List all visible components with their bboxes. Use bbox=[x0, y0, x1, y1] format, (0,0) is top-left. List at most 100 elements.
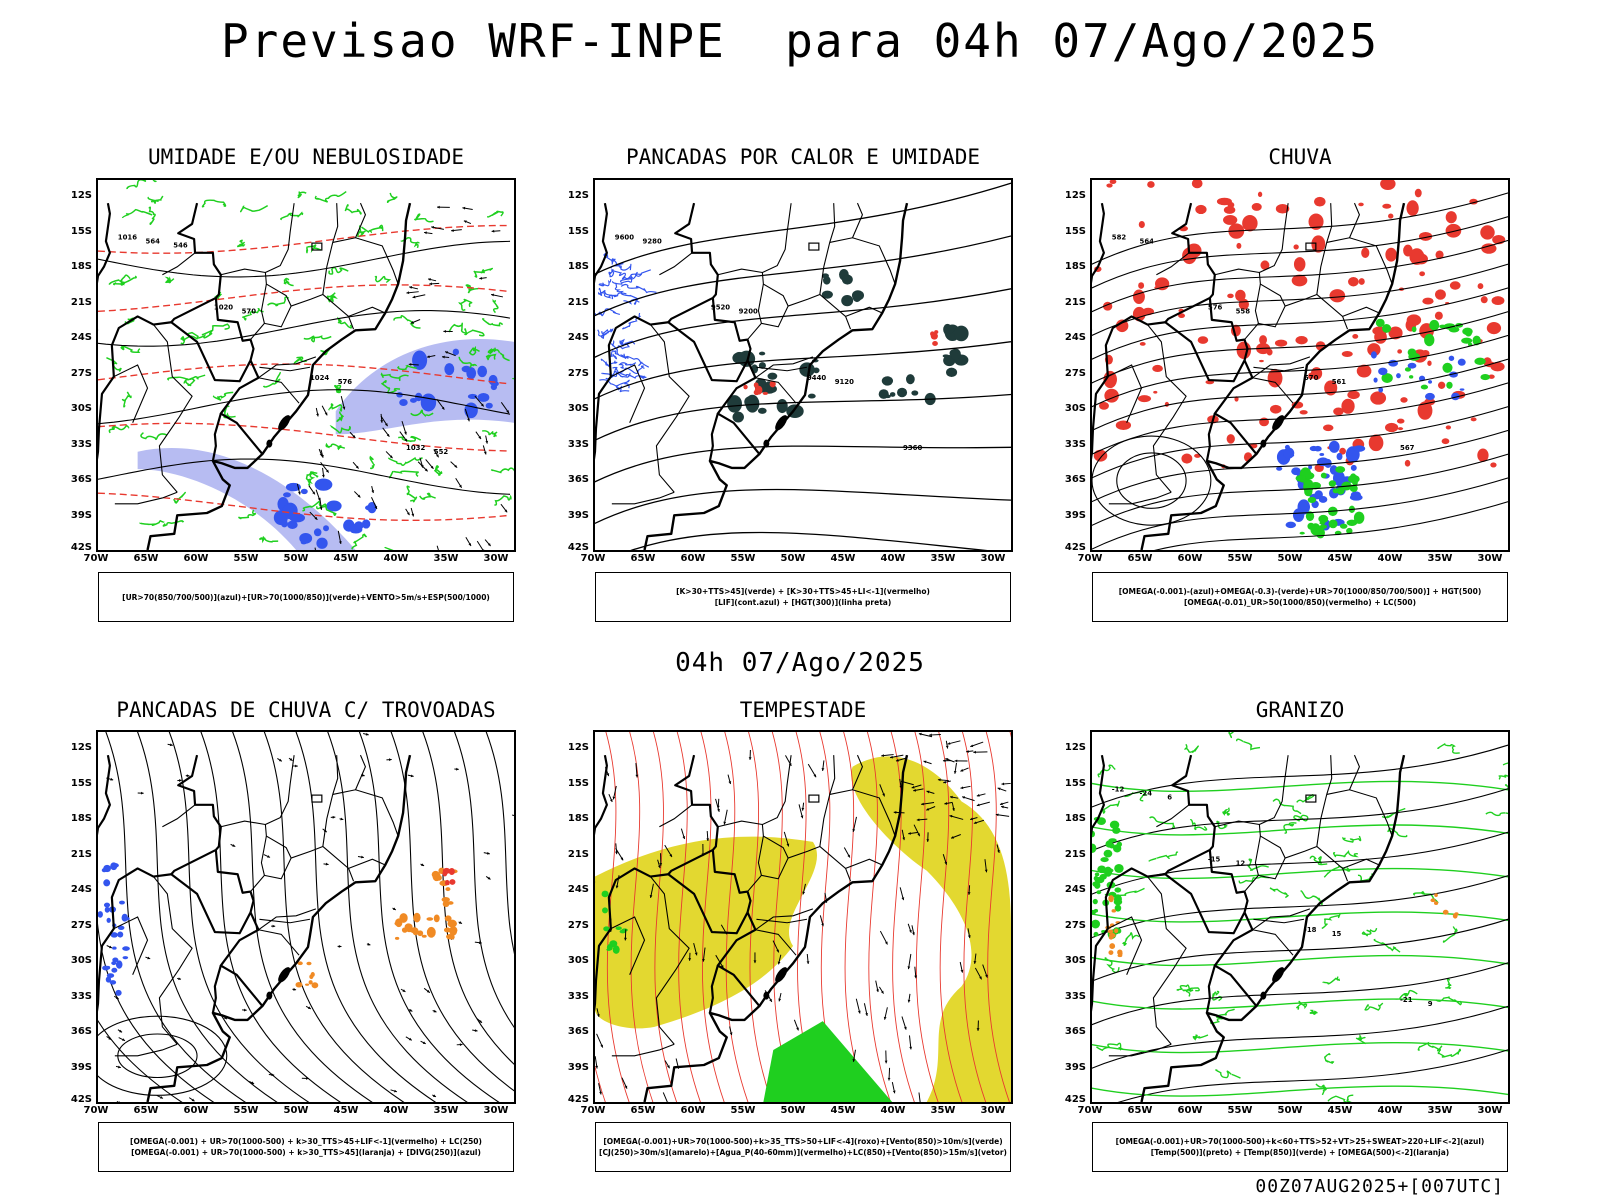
lat-tick-label: 39S bbox=[70, 1061, 92, 1073]
lon-tick-label: 50W bbox=[1277, 553, 1303, 564]
legend-pancadas-por-calor-e-umidade: [K>30+TTS>45](verde) + [K>30+TTS>45+LI<-… bbox=[595, 572, 1011, 622]
lon-tick-label: 55W bbox=[1227, 1105, 1253, 1116]
panel-title-pancadas-por-calor-e-umidade: PANCADAS POR CALOR E UMIDADE bbox=[625, 145, 980, 169]
lat-tick-label: 36S bbox=[1064, 1026, 1086, 1037]
lat-tick-label: 42S bbox=[70, 1094, 92, 1105]
lat-tick-label: 18S bbox=[70, 813, 92, 824]
lon-tick-label: 65W bbox=[133, 1105, 159, 1116]
lat-tick-label: 42S bbox=[70, 542, 92, 553]
lat-tick-label: 24S bbox=[1064, 884, 1086, 895]
isoline-label: -18 bbox=[1304, 926, 1317, 934]
lon-tick-label: 60W bbox=[1177, 553, 1203, 564]
panel-title-umidade-e-ou-nebulosidade: UMIDADE E/OU NEBULOSIDADE bbox=[147, 145, 465, 169]
lat-tick-label: 18S bbox=[1064, 813, 1086, 824]
lon-tick-label: 35W bbox=[1427, 1105, 1453, 1116]
lat-tick-label: 33S bbox=[567, 990, 589, 1002]
lat-tick-label: 18S bbox=[70, 261, 92, 272]
lat-tick-label: 18S bbox=[1064, 261, 1086, 272]
legend-line: [OMEGA(-0.001)+UR>70(1000-500)+k>35_TTS>… bbox=[603, 1137, 1003, 1146]
isoline-label: 9440 bbox=[807, 374, 826, 382]
map-chuva: 582 576 570 567 564 558 561 bbox=[1090, 178, 1510, 552]
lat-tick-label: 15S bbox=[70, 225, 92, 237]
isoline-label: 576 bbox=[338, 378, 353, 386]
lon-tick-label: 55W bbox=[730, 553, 756, 564]
lat-tick-label: 15S bbox=[1064, 777, 1086, 789]
lon-tick-label: 65W bbox=[1127, 1105, 1153, 1116]
lon-tick-label: 60W bbox=[680, 1105, 706, 1116]
lat-tick-label: 39S bbox=[567, 1061, 589, 1073]
legend-line: [OMEGA(-0.001)+UR>70(1000-500)+k<60+TTS>… bbox=[1115, 1137, 1485, 1146]
lat-tick-label: 18S bbox=[567, 261, 589, 272]
legend-line: [OMEGA(-0.001) + UR>70(1000-500) + k>30_… bbox=[130, 1137, 482, 1146]
lat-tick-label: 30S bbox=[70, 403, 92, 414]
lat-tick-label: 30S bbox=[567, 403, 589, 414]
isoline-label: 567 bbox=[1400, 444, 1415, 452]
isoline-label: 552 bbox=[434, 448, 449, 456]
lon-tick-label: 50W bbox=[780, 553, 806, 564]
lon-tick-label: 50W bbox=[1277, 1105, 1303, 1116]
lon-tick-label: 40W bbox=[880, 553, 906, 564]
isoline-label: 570 bbox=[1304, 374, 1319, 382]
isoline-label: 12 bbox=[1236, 860, 1246, 868]
lat-tick-label: 15S bbox=[1064, 225, 1086, 237]
lat-tick-label: 24S bbox=[567, 332, 589, 343]
lat-tick-label: 15S bbox=[567, 777, 589, 789]
lon-tick-label: 30W bbox=[483, 553, 509, 564]
lat-tick-label: 39S bbox=[1064, 509, 1086, 521]
lat-tick-label: 21S bbox=[1064, 296, 1086, 308]
lon-tick-label: 60W bbox=[1177, 1105, 1203, 1116]
lat-tick-label: 42S bbox=[567, 542, 589, 553]
run-timestamp: 00Z07AUG2025+[007UTC] bbox=[1255, 1176, 1504, 1197]
lat-tick-label: 30S bbox=[1064, 955, 1086, 966]
lon-tick-label: 45W bbox=[1327, 553, 1353, 564]
isoline-label: 1016 bbox=[118, 233, 137, 241]
lat-tick-label: 24S bbox=[1064, 332, 1086, 343]
lon-tick-label: 40W bbox=[1377, 1105, 1403, 1116]
isoline-label: 558 bbox=[1236, 308, 1251, 316]
isoline-label: 576 bbox=[1208, 304, 1223, 312]
lat-tick-label: 27S bbox=[70, 919, 92, 931]
lon-tick-label: 65W bbox=[133, 553, 159, 564]
legend-line: [OMEGA(-0.001) + UR>70(1000-500) + k>30_… bbox=[131, 1148, 481, 1157]
legend-line: [UR>70(850/700/500)](azul)+[UR>70(1000/8… bbox=[122, 592, 490, 602]
lon-tick-label: 70W bbox=[83, 553, 109, 564]
lat-tick-label: 33S bbox=[70, 990, 92, 1002]
isoline-label: 9120 bbox=[835, 378, 854, 386]
lat-tick-label: 39S bbox=[70, 509, 92, 521]
lon-tick-label: 45W bbox=[830, 553, 856, 564]
lat-tick-label: 42S bbox=[567, 1094, 589, 1105]
lon-tick-label: 45W bbox=[1327, 1105, 1353, 1116]
lat-tick-label: 33S bbox=[567, 438, 589, 450]
lat-tick-label: 24S bbox=[70, 332, 92, 343]
isoline-label: 564 bbox=[1140, 237, 1155, 245]
isoline-label: -24 bbox=[1140, 789, 1153, 797]
lon-tick-label: 70W bbox=[580, 553, 606, 564]
lat-tick-label: 36S bbox=[567, 474, 589, 485]
map-granizo: -12 -15 -18 -21 -24 12 15 9 6 bbox=[1090, 730, 1510, 1104]
legend-granizo: [OMEGA(-0.001)+UR>70(1000-500)+k<60+TTS>… bbox=[1092, 1122, 1508, 1172]
lat-tick-label: 18S bbox=[567, 813, 589, 824]
lon-tick-label: 55W bbox=[1227, 553, 1253, 564]
lon-tick-label: 45W bbox=[333, 1105, 359, 1116]
lat-tick-label: 12S bbox=[567, 742, 589, 753]
legend-line: [OMEGA(-0.001)-(azul)+OMEGA(-0.3)-(verde… bbox=[1118, 587, 1482, 596]
lat-tick-label: 12S bbox=[70, 742, 92, 753]
isoline-label: 15 bbox=[1332, 930, 1342, 938]
lon-tick-label: 50W bbox=[780, 1105, 806, 1116]
isoline-label: 9200 bbox=[739, 308, 758, 316]
isoline-label: 9600 bbox=[615, 233, 634, 241]
lon-tick-label: 30W bbox=[980, 1105, 1006, 1116]
legend-tempestade: [OMEGA(-0.001)+UR>70(1000-500)+k>35_TTS>… bbox=[595, 1122, 1011, 1172]
lon-tick-label: 65W bbox=[630, 553, 656, 564]
legend-line: [CJ(250)>30m/s](amarelo)+[Agua_P(40-60mm… bbox=[599, 1148, 1007, 1157]
map-pancadas-de-chuva-c-trovoadas bbox=[96, 730, 516, 1104]
lon-tick-label: 65W bbox=[630, 1105, 656, 1116]
lat-tick-label: 21S bbox=[567, 848, 589, 860]
lat-tick-label: 36S bbox=[70, 474, 92, 485]
lon-tick-label: 60W bbox=[183, 1105, 209, 1116]
lon-tick-label: 35W bbox=[930, 553, 956, 564]
lat-tick-label: 12S bbox=[1064, 190, 1086, 201]
lat-tick-label: 27S bbox=[1064, 919, 1086, 931]
isoline-label: -21 bbox=[1400, 996, 1413, 1004]
legend-line: [OMEGA(-0.01)_UR>50(1000/850)(vermelho) … bbox=[1183, 598, 1417, 607]
